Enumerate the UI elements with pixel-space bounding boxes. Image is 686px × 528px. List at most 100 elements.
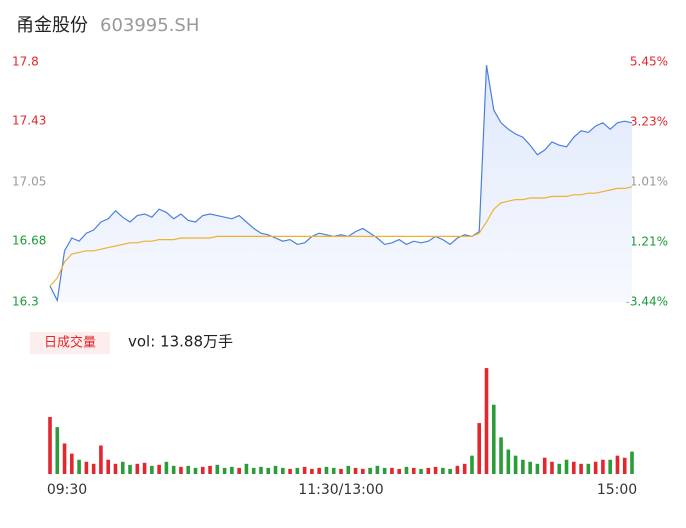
volume-bar — [375, 465, 380, 474]
volume-bar — [113, 463, 118, 474]
y-tick-label: 17.05 — [12, 175, 46, 189]
volume-bar — [48, 416, 52, 474]
volume-bar — [273, 465, 278, 474]
legend-box — [30, 332, 110, 354]
volume-bar — [266, 467, 271, 474]
volume-bar — [331, 467, 336, 474]
volume-bar — [441, 467, 445, 474]
volume-bar — [157, 464, 161, 474]
volume-bar — [433, 466, 438, 474]
volume-bar — [346, 465, 351, 474]
volume-bar — [324, 466, 329, 474]
volume-bar — [579, 463, 583, 474]
volume-bar — [506, 449, 511, 474]
volume-bar — [135, 463, 140, 474]
volume-bar — [244, 463, 249, 474]
volume-bar — [179, 466, 183, 474]
y2-tick-label: -1.21% — [626, 234, 668, 248]
y-tick-label: 17.8 — [12, 55, 39, 69]
line-average — [49, 186, 633, 287]
volume-bar — [128, 464, 132, 474]
line-price — [49, 65, 633, 303]
volume-bar — [491, 404, 496, 474]
volume-bar — [310, 468, 314, 474]
volume-bar — [200, 466, 205, 474]
volume-bar — [528, 461, 532, 474]
y2-tick-label: 1.01% — [630, 174, 668, 188]
volume-bar — [499, 437, 503, 474]
volume-bar — [426, 467, 431, 474]
volume-bar — [215, 464, 220, 474]
volume-bar — [550, 461, 554, 474]
volume-bar — [601, 459, 605, 474]
y2-tick-label: -3.44% — [626, 295, 668, 309]
volume-bar — [608, 459, 612, 474]
volume-bar — [55, 427, 60, 474]
volume-bar — [230, 466, 234, 474]
stock-code: 603995.SH — [100, 15, 199, 36]
volume-bar — [222, 467, 227, 474]
volume-bar — [470, 455, 474, 474]
x-tick-label: 11:30/13:00 — [298, 482, 383, 498]
y-tick-label: 16.68 — [12, 234, 46, 248]
volume-bar — [513, 455, 518, 474]
volume-bar — [572, 461, 576, 474]
volume-bar — [171, 465, 176, 474]
volume-bar — [164, 461, 169, 474]
volume-bar — [99, 445, 103, 474]
volume-bar — [542, 457, 547, 474]
volume-bar — [339, 468, 343, 474]
volume-bar — [353, 467, 358, 474]
volume-bar — [368, 467, 372, 474]
volume-bar — [70, 453, 74, 474]
volume-bar — [120, 461, 125, 474]
volume-bar — [106, 459, 110, 474]
volume-bar — [462, 463, 467, 474]
volume-bar — [564, 459, 569, 474]
volume-bar — [186, 465, 191, 474]
volume-bar — [237, 467, 241, 474]
volume-bar — [630, 451, 634, 474]
volume-bar — [91, 463, 96, 474]
volume-bar — [84, 461, 89, 474]
volume-bar — [557, 463, 562, 474]
volume-bar — [259, 466, 263, 474]
volume-bar — [622, 457, 627, 474]
volume-bar — [62, 443, 67, 474]
volume-bar — [251, 467, 256, 474]
volume-bar — [477, 423, 482, 474]
volume-bar — [448, 468, 452, 474]
y-tick-label: 16.3 — [12, 295, 39, 309]
x-tick-label: 09:30 — [47, 482, 87, 498]
volume-legend: 日成交量 — [44, 335, 96, 351]
volume-bar — [150, 465, 154, 474]
y2-tick-label: 3.23% — [630, 114, 668, 128]
volume-bar — [521, 459, 525, 474]
volume-bar — [484, 368, 489, 474]
price-area — [50, 65, 632, 302]
volume-bar — [361, 468, 365, 474]
volume-bar — [281, 467, 285, 474]
volume-bar — [586, 463, 591, 474]
volume-bar — [295, 467, 300, 474]
volume-bar — [208, 465, 212, 474]
volume-bar — [397, 468, 401, 474]
volume-bar — [419, 468, 423, 474]
volume-bar — [302, 466, 307, 474]
volume-bar — [535, 463, 540, 474]
x-tick-label: 15:00 — [597, 482, 637, 498]
volume-bar — [142, 462, 147, 474]
volume-text: vol: 13.88万手 — [128, 333, 233, 351]
volume-bar — [593, 461, 598, 474]
volume-bar — [390, 467, 394, 474]
volume-bar — [193, 467, 198, 474]
volume-bar — [317, 467, 321, 474]
volume-bar — [455, 465, 460, 474]
volume-bar — [615, 455, 620, 474]
y2-tick-label: 5.45% — [630, 55, 668, 69]
volume-bar — [288, 468, 292, 474]
y-tick-label: 17.43 — [12, 114, 46, 128]
stock-name: 甬金股份 — [16, 15, 88, 36]
volume-bar — [404, 466, 409, 474]
volume-bar — [77, 459, 81, 474]
